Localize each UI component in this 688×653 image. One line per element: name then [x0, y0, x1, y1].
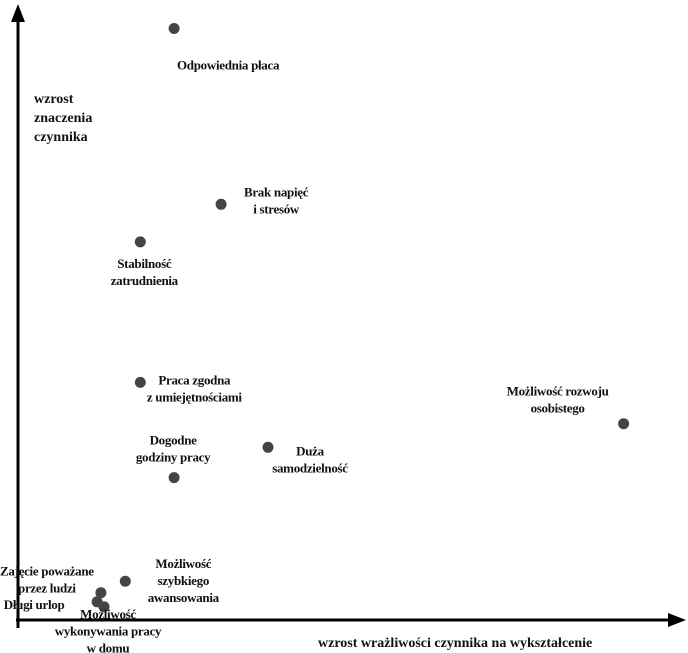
label-dlugi-urlop: Długi urlop — [4, 597, 65, 612]
label-line: z umiejętnościami — [147, 389, 243, 404]
point-duza-samodzielnosc — [263, 442, 274, 453]
label-line: szybkiego — [158, 573, 209, 588]
y-axis-label-line-2: znaczenia — [34, 111, 92, 126]
label-brak-napiec: Brak napięć i stresów — [244, 184, 309, 216]
label-line: Możliwość — [155, 556, 211, 571]
label-stabilnosc-zatrudnienia: Stabilność zatrudnienia — [111, 256, 179, 288]
y-axis-label-line-1: wzrost — [34, 92, 74, 107]
label-mozliwosc-awansowania: Możliwość szybkiego awansowania — [148, 556, 220, 605]
y-axis-label-line-3: czynnika — [34, 130, 88, 145]
label-odpowiednia-placa: Odpowiednia płaca — [177, 58, 280, 73]
label-line: Brak napięć — [244, 184, 309, 199]
axis-labels: wzrost znaczenia czynnika wzrost wrażliw… — [34, 92, 592, 651]
data-points — [92, 23, 630, 612]
x-axis-arrow — [668, 613, 686, 627]
y-axis-arrow — [11, 4, 25, 22]
x-axis-label: wzrost wrażliwości czynnika na wykształc… — [318, 636, 592, 651]
label-line: awansowania — [148, 590, 220, 605]
axes — [11, 4, 686, 628]
label-praca-w-domu: Możliwość wykonywania pracy w domu — [55, 607, 162, 653]
data-labels: Odpowiednia płaca Brak napięć i stresów Sta… — [0, 58, 609, 653]
point-mozliwosc-awansowania — [120, 576, 131, 587]
label-line: Długi urlop — [4, 597, 65, 612]
label-line: Stabilność — [117, 256, 172, 271]
label-zajecie-powazane: Zajęcie poważane przez ludzi — [0, 564, 94, 596]
label-mozliwosc-rozwoju: Możliwość rozwoju osobistego — [507, 384, 609, 416]
label-line: Możliwość — [80, 607, 136, 622]
label-line: zatrudnienia — [111, 273, 179, 288]
point-dogodne-godziny — [169, 472, 180, 483]
point-praca-zgodna — [135, 377, 146, 388]
label-line: wykonywania pracy — [55, 624, 162, 639]
label-line: przez ludzi — [18, 581, 76, 596]
point-odpowiednia-placa — [169, 23, 180, 34]
label-line: godziny pracy — [136, 450, 211, 465]
label-line: Zajęcie poważane — [0, 564, 94, 579]
point-mozliwosc-rozwoju — [618, 418, 629, 429]
point-brak-napiec — [216, 199, 227, 210]
point-stabilnosc-zatrudnienia — [135, 236, 146, 247]
label-line: i stresów — [253, 201, 300, 216]
label-dogodne-godziny: Dogodne godziny pracy — [136, 433, 211, 465]
label-line: Dogodne — [150, 433, 198, 448]
label-line: Praca zgodna — [158, 372, 231, 387]
label-line: Odpowiednia płaca — [177, 58, 280, 73]
label-praca-zgodna: Praca zgodna z umiejętnościami — [147, 372, 243, 404]
label-line: Możliwość rozwoju — [507, 384, 609, 399]
label-line: w domu — [87, 641, 130, 653]
label-line: osobistego — [531, 401, 585, 416]
label-line: samodzielność — [272, 460, 348, 475]
label-duza-samodzielnosc: Duża samodzielność — [272, 443, 348, 475]
label-line: Duża — [296, 443, 324, 458]
